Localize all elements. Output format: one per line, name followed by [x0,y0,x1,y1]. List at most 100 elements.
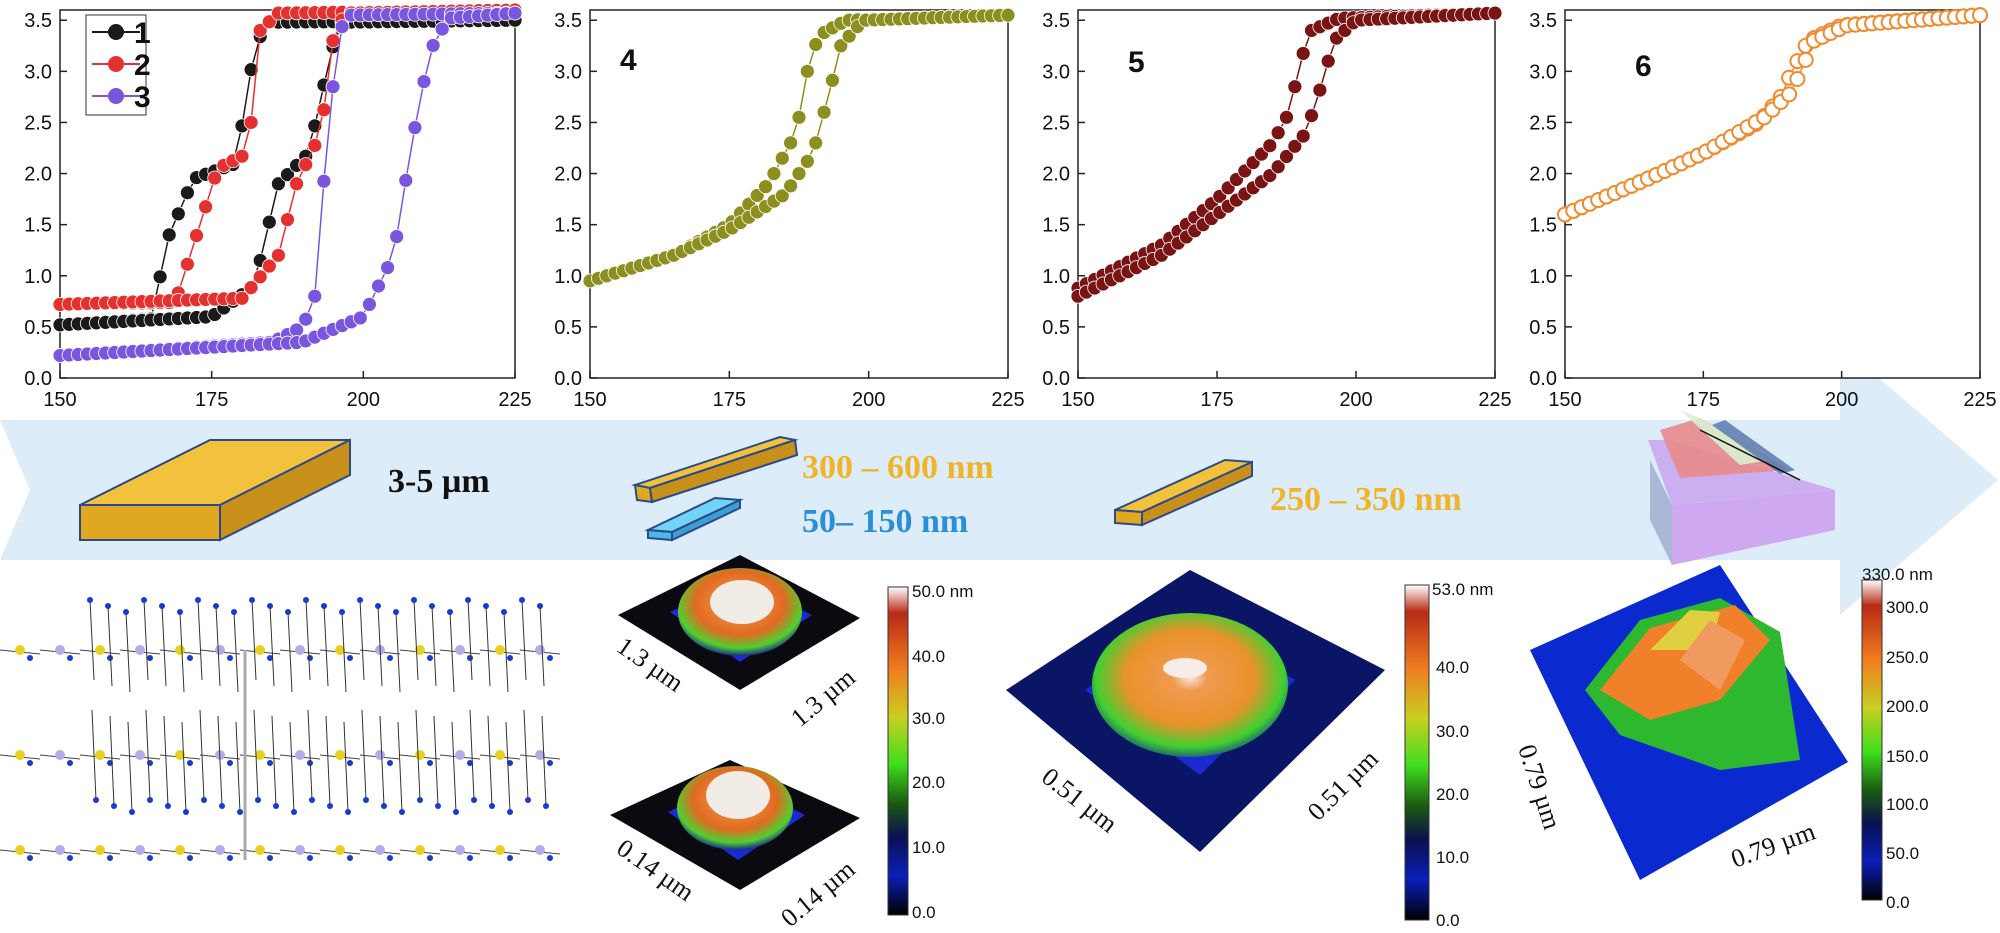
linker [269,605,275,687]
x-tick-label: 150 [573,389,606,411]
atom [15,845,25,855]
atom [295,645,305,655]
process-arrow [0,345,1998,615]
data-point [325,79,341,95]
x-tick-label: 175 [713,389,746,411]
colorbar-2-tick: 20.0 [1436,785,1469,804]
atom [309,797,315,803]
atom [339,609,345,615]
atom [387,855,393,861]
data-point [398,172,414,188]
x-tick-label: 175 [1200,389,1233,411]
linker [541,715,547,807]
data-point [1270,159,1286,175]
atom [399,809,405,815]
atom [15,750,25,760]
x-tick-label: 150 [43,389,76,411]
data-point [1972,7,1988,24]
atom [135,645,145,655]
atom [255,797,261,803]
atom [15,645,25,655]
data-point [816,104,832,120]
data-point [289,176,305,192]
colorbar-3-tick: 200.0 [1886,697,1929,716]
data-point [252,23,268,38]
colorbar-3-tick: 250.0 [1886,648,1929,667]
colorbar-3-tick: 100.0 [1886,795,1929,814]
data-point [808,37,824,52]
y-tick-label: 0.0 [24,368,52,390]
x-tick-label: 150 [1548,389,1581,411]
atom [27,760,33,766]
data-point [1295,128,1311,144]
atom [453,809,459,815]
data-point [1789,71,1806,87]
atom [129,809,135,815]
linker [91,709,97,801]
y-tick-label: 0.5 [1042,317,1070,339]
y-tick-label: 2.5 [24,112,52,134]
atom [187,655,193,661]
linker [199,709,205,801]
data-point [1000,7,1016,23]
atom [415,750,425,760]
y-tick-label: 2.0 [24,164,52,186]
y-tick-label: 2.0 [554,164,582,186]
linker [505,721,511,813]
series-3-heat [52,5,523,363]
linker [179,611,185,693]
atom [55,750,65,760]
atom [67,655,73,661]
atom [295,750,305,760]
atom [495,845,505,855]
atom [123,609,129,615]
atom [543,803,549,809]
x-tick-label: 200 [852,389,885,411]
flake-300-600-illustration [631,435,799,504]
atom [227,855,233,861]
afm-image-2 [610,760,860,890]
data-point [791,166,807,181]
atom [87,597,93,603]
data-point [361,296,377,312]
plot-frame [1077,9,1496,379]
afm-4-x-label: 0.79 µm [1512,741,1567,833]
data-point [307,288,323,304]
data-point [1287,138,1303,154]
afm-3-y-label: 0.51 µm [1302,744,1384,826]
colorbar-3-tick: 150.0 [1886,747,1929,766]
atom [147,797,153,803]
atom [335,750,345,760]
atom [27,855,33,861]
linker [253,709,259,801]
y-tick-label: 3.5 [554,10,582,32]
size-label-bulk: 3-5 µm [388,463,490,500]
atom [147,655,153,661]
linker [377,605,383,687]
data-point [298,311,314,327]
linker [395,611,401,693]
data-point [791,109,807,125]
linker [415,709,421,801]
data-point [783,135,799,151]
atom [227,760,233,766]
linker [397,721,403,813]
colorbar-2-top: 53.0 nm [1432,580,1493,599]
y-tick-label: 1.5 [1529,215,1557,237]
data-point [434,21,450,37]
atom [495,750,505,760]
data-point [1320,53,1336,69]
data-point [243,62,259,78]
linker [341,611,347,693]
flake-250-350-illustration [1114,458,1253,527]
atom [547,760,553,766]
atom [535,750,545,760]
atom [213,603,219,609]
atom [237,809,243,815]
chart-panel-a: 0.0 0.5 1.0 1.5 2.0 2.5 3.0 3.5 150 175 200 225 123 [24,2,532,411]
afm-image-1 [618,555,860,690]
atom [255,845,265,855]
atom [195,597,201,603]
